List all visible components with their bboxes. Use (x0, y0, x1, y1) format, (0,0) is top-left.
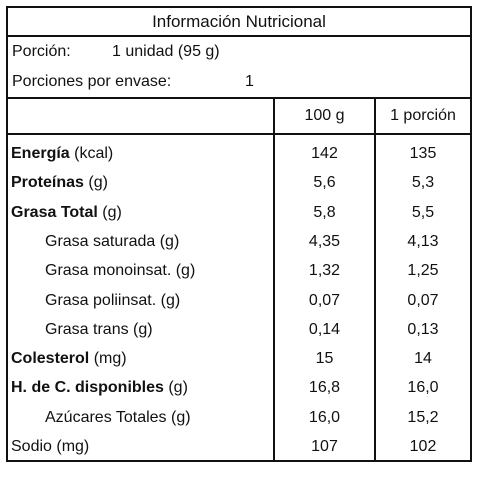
column-divider (374, 99, 376, 460)
nutrient-unit: (g) (97, 203, 122, 221)
table-row: Proteínas (g) 5,6 5,3 (8, 168, 470, 197)
table-row: Grasa monoinsat. (g) 1,32 1,25 (8, 256, 470, 285)
serving-info: Porción: 1 unidad (95 g) Porciones por e… (8, 37, 470, 99)
nutrient-label: Grasa trans (g) (45, 315, 153, 344)
nutrient-unit: (g) (83, 174, 108, 192)
value-per-100g: 5,8 (313, 203, 336, 221)
table-row: Grasa Total (g) 5,8 5,5 (8, 198, 470, 227)
table-row: Energía (kcal) 142 135 (8, 139, 470, 168)
column-header-portion: 1 porción (390, 107, 456, 124)
nutrient-label: Azúcares Totales (g) (45, 403, 191, 432)
value-per-100g: 4,35 (308, 232, 341, 250)
nutrient-label: Grasa saturada (g) (45, 227, 179, 256)
value-per-100g: 142 (311, 145, 338, 162)
value-per-portion: 4,13 (407, 232, 439, 250)
nutrient-name: H. de C. disponibles (11, 379, 164, 397)
nutrient-label: Grasa monoinsat. (g) (45, 256, 195, 285)
column-header-row: 100 g 1 porción (8, 99, 470, 135)
value-per-100g: 15 (315, 350, 334, 368)
nutrient-label: Proteínas (g) (11, 168, 108, 197)
nutrient-unit: Grasa trans (g) (45, 320, 153, 338)
nutrient-name: Proteínas (11, 174, 84, 192)
column-divider (273, 99, 275, 460)
value-per-100g: 16,0 (308, 408, 341, 426)
nutrient-unit: Grasa monoinsat. (g) (45, 262, 196, 280)
nutrient-name: Colesterol (11, 350, 90, 368)
value-per-portion: 5,5 (411, 203, 435, 221)
table-title: Información Nutricional (8, 8, 470, 37)
value-per-portion: 135 (409, 145, 437, 162)
value-per-100g: 16,8 (308, 379, 341, 397)
value-per-portion: 0,13 (407, 320, 439, 338)
nutrition-facts-table: Información Nutricional Porción: 1 unida… (6, 6, 472, 462)
nutrient-label: H. de C. disponibles (g) (11, 373, 188, 402)
nutrient-rows: Energía (kcal) 142 135 Proteínas (g) 5,6 5,3 G… (8, 135, 470, 460)
nutrient-unit: Grasa saturada (g) (45, 232, 180, 250)
value-per-portion: 102 (409, 438, 437, 455)
table-row: Azúcares Totales (g) 16,0 15,2 (8, 403, 470, 432)
nutrient-label: Colesterol (mg) (11, 344, 127, 373)
nutrient-unit: (g) (163, 379, 188, 397)
value-per-100g: 1,32 (308, 262, 341, 280)
value-per-100g: 107 (311, 438, 338, 455)
per-container-value: 1 (245, 73, 254, 90)
table-row: Grasa trans (g) 0,14 0,13 (8, 315, 470, 344)
value-per-portion: 16,0 (407, 379, 439, 397)
value-per-portion: 1,25 (407, 262, 439, 280)
value-per-portion: 14 (414, 350, 432, 368)
nutrient-unit: Azúcares Totales (g) (45, 408, 191, 426)
nutrient-unit: Sodio (mg) (11, 438, 90, 455)
table-row: H. de C. disponibles (g) 16,8 16,0 (8, 373, 470, 402)
column-header-100g: 100 g (304, 107, 345, 124)
table-row: Colesterol (mg) 15 14 (8, 344, 470, 373)
nutrient-label: Sodio (mg) (11, 432, 89, 461)
value-per-portion: 15,2 (407, 408, 439, 426)
table-row: Grasa poliinsat. (g) 0,07 0,07 (8, 286, 470, 315)
table-row: Grasa saturada (g) 4,35 4,13 (8, 227, 470, 256)
nutrient-label: Grasa Total (g) (11, 198, 122, 227)
nutrient-name: Grasa Total (11, 203, 98, 221)
nutrient-unit: (kcal) (69, 145, 114, 162)
nutrient-label: Energía (kcal) (11, 139, 113, 168)
nutrient-label: Grasa poliinsat. (g) (45, 286, 180, 315)
portion-value: 1 unidad (95 g) (112, 43, 220, 60)
nutrient-unit: Grasa poliinsat. (g) (45, 291, 181, 309)
nutrient-unit: (mg) (89, 350, 127, 368)
nutrient-name: Energía (11, 145, 70, 162)
value-per-100g: 5,6 (313, 174, 336, 192)
value-per-portion: 0,07 (407, 291, 439, 309)
portion-label: Porción: (12, 43, 71, 60)
value-per-100g: 0,07 (308, 291, 341, 309)
table-row: Sodio (mg) 107 102 (8, 432, 470, 461)
value-per-100g: 0,14 (308, 320, 341, 338)
value-per-portion: 5,3 (411, 174, 435, 192)
per-container-label: Porciones por envase: (12, 73, 172, 90)
